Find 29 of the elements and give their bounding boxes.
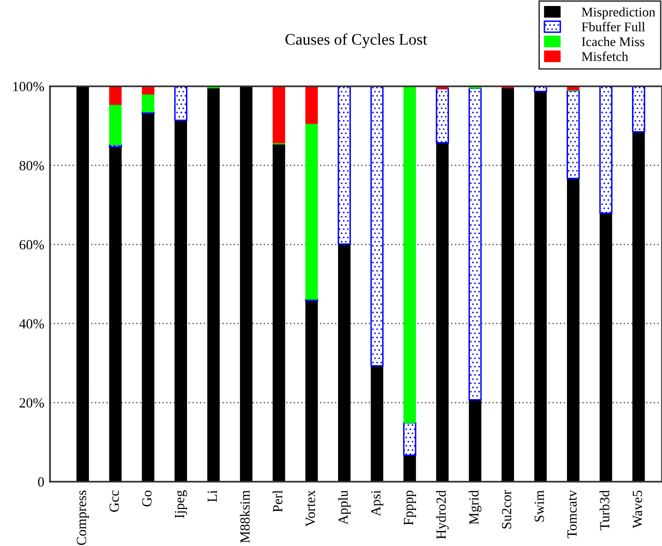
x-tick-label: Go bbox=[142, 490, 152, 506]
x-tick-label: Su2cor bbox=[502, 490, 512, 528]
legend-label: Misprediction bbox=[582, 7, 656, 20]
x-tick-label: Gcc bbox=[110, 490, 119, 512]
legend-label: Icache Miss bbox=[582, 36, 644, 46]
x-tick-label: Wave5 bbox=[632, 490, 642, 528]
x-tick-label: Tomcatv bbox=[567, 490, 577, 538]
y-tick-label: 100% bbox=[13, 82, 44, 92]
x-tick-label: Fpppp bbox=[404, 490, 416, 526]
y-tick-label: 20% bbox=[20, 398, 44, 408]
x-tick-label: M88ksim bbox=[240, 490, 250, 543]
y-tick-label: 0 bbox=[38, 477, 44, 487]
y-tick-label: 80% bbox=[20, 160, 44, 170]
x-tick-label: Hydro2d bbox=[436, 490, 449, 540]
x-tick-label: Turb3d bbox=[600, 490, 610, 530]
y-tick-label: 60% bbox=[20, 240, 44, 250]
x-tick-label: Swim bbox=[534, 490, 544, 522]
x-tick-label: Ijpeg bbox=[174, 490, 188, 518]
legend-label: Misfetch bbox=[582, 52, 628, 61]
x-tick-label: Vortex bbox=[306, 490, 316, 527]
legend-label: Fbuffer Full bbox=[582, 22, 646, 32]
x-tick-label: Mgrid bbox=[468, 490, 482, 524]
x-tick-label: Compress bbox=[76, 490, 89, 546]
x-tick-label: Apsi bbox=[371, 490, 384, 516]
x-tick-label: Li bbox=[208, 490, 217, 502]
x-tick-label: Applu bbox=[338, 490, 351, 525]
x-tick-label: Perl bbox=[272, 490, 282, 512]
y-tick-label: 40% bbox=[19, 319, 44, 329]
chart-title: Causes of Cycles Lost bbox=[285, 33, 428, 48]
